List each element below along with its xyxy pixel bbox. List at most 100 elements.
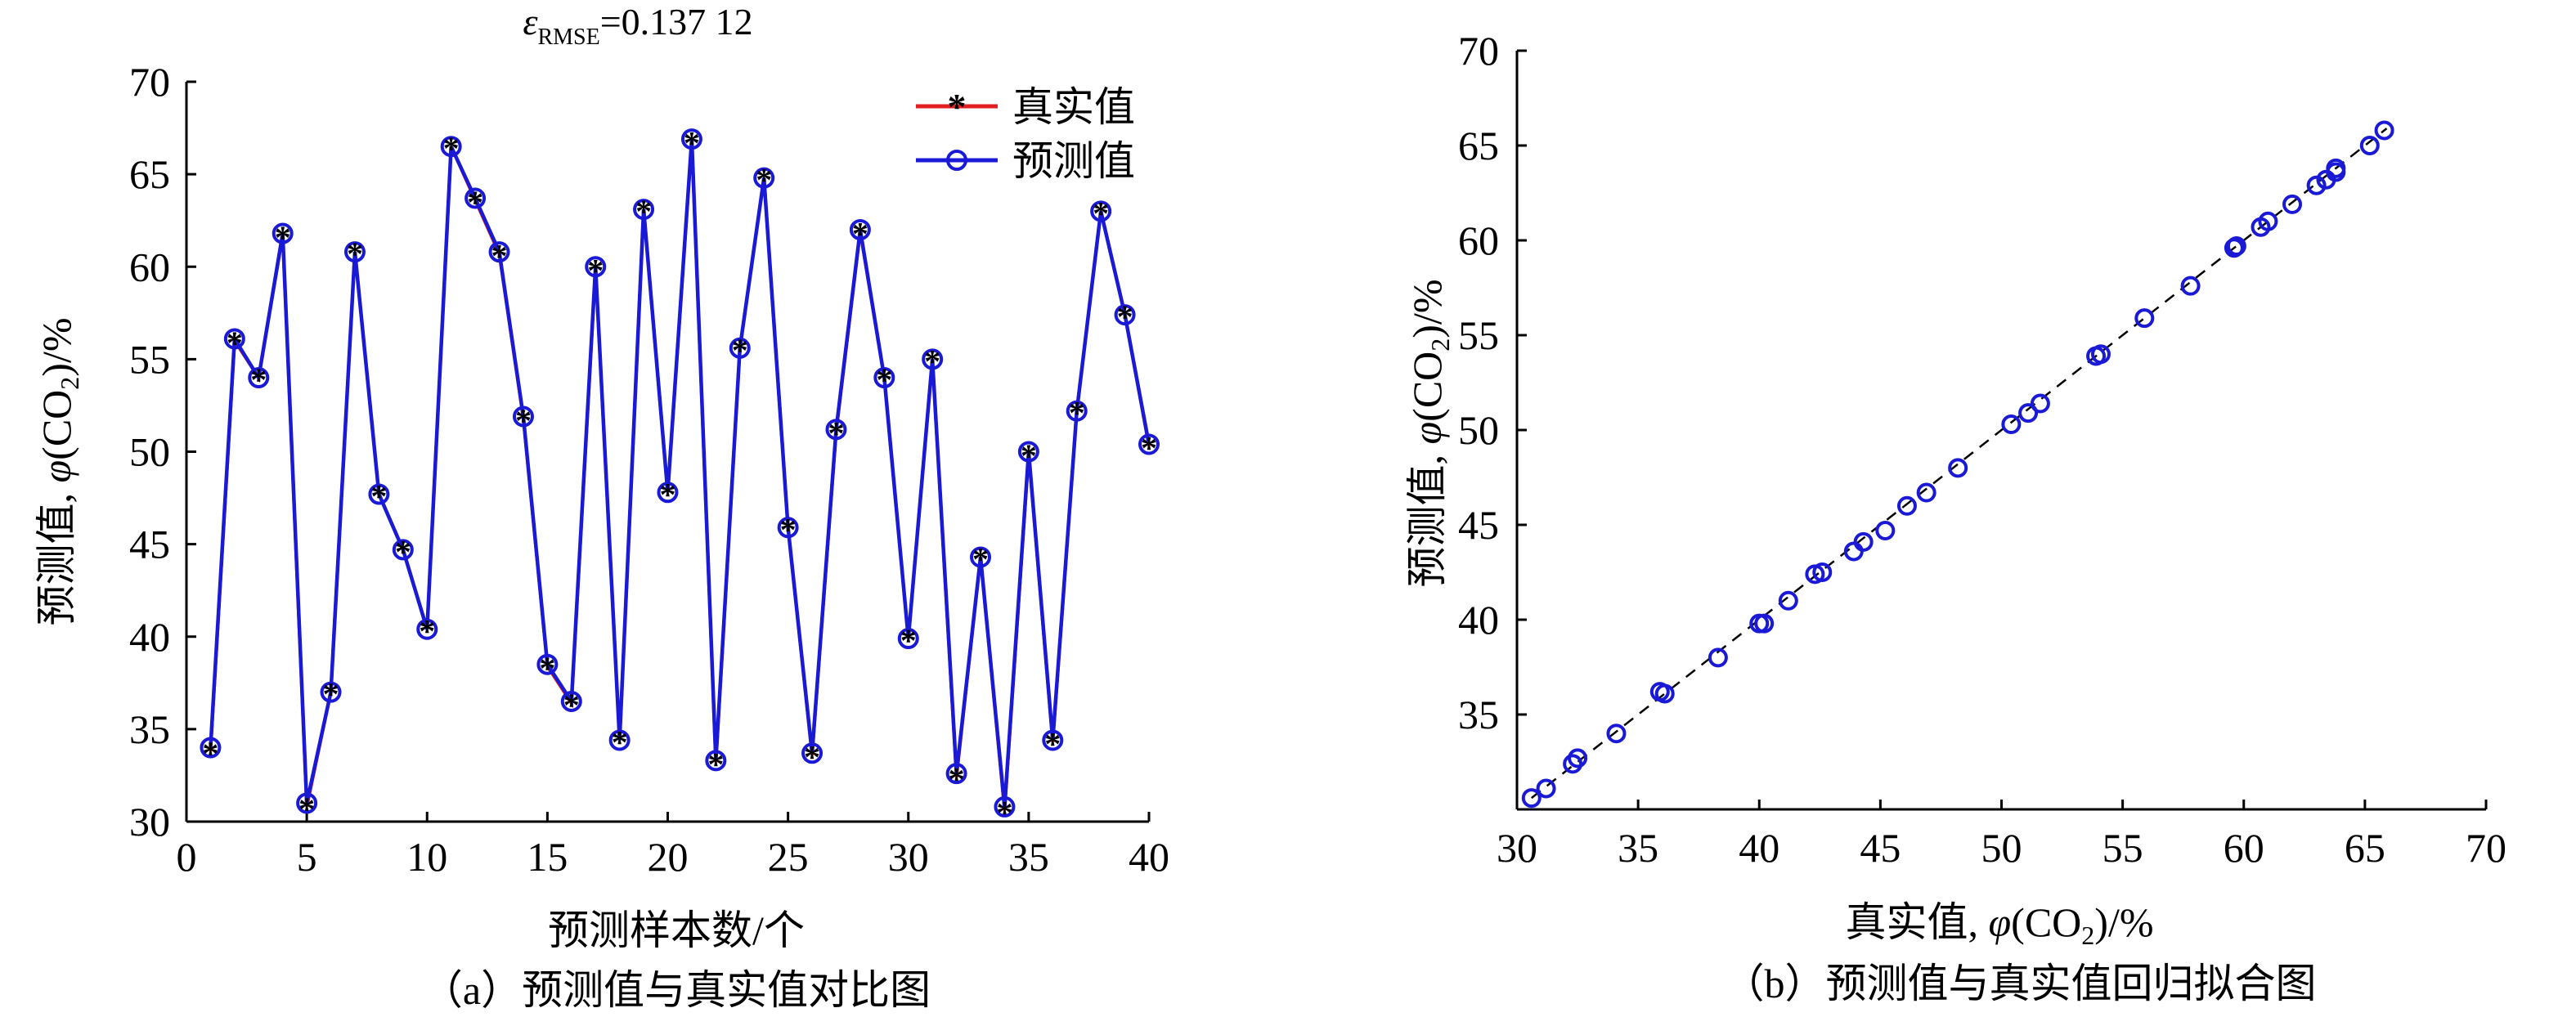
y-tick-label-b: 40: [1458, 597, 1499, 643]
x-tick-label-b: 35: [1618, 825, 1658, 871]
point-predicted: [849, 219, 871, 240]
point-predicted: [680, 128, 702, 150]
point-predicted: [200, 737, 222, 759]
scatter-point: [1536, 778, 1556, 799]
x-tick-label-a: 5: [297, 834, 317, 880]
point-predicted: [248, 367, 270, 388]
x-tick-label-a: 40: [1129, 834, 1169, 880]
point-predicted: [801, 742, 824, 764]
point-true: *: [563, 687, 580, 724]
x-tick-label-b: 70: [2466, 825, 2506, 871]
y-tick-label-a: 45: [129, 522, 170, 567]
x-tick-label-a: 15: [527, 834, 568, 880]
point-predicted: [970, 546, 992, 568]
scatter-point: [1875, 520, 1896, 540]
point-true: *: [515, 402, 532, 439]
scatter-point: [2001, 414, 2022, 435]
point-true: *: [202, 735, 218, 772]
point-predicted: [1114, 304, 1136, 326]
point-true: *: [707, 746, 724, 783]
rmse-annotation: εRMSE=0.137 12: [523, 1, 752, 50]
scatter-point: [2180, 276, 2201, 296]
y-tick-label-b: 35: [1458, 692, 1499, 737]
chart-b: 30 35 40 45 50 55 60 65 70 35 40 45 50 55 60 65 70 真实值,…: [1404, 28, 2506, 1006]
y-tick-label-a: 30: [129, 799, 170, 845]
point-true: *: [347, 235, 363, 272]
point-predicted: [873, 367, 895, 388]
point-predicted: [777, 517, 799, 539]
scatter-point: [1916, 482, 1936, 503]
point-true: *: [1021, 437, 1037, 474]
point-predicted: [1138, 433, 1160, 455]
x-ticks-b: 30 35 40 45 50 55 60 65 70: [1497, 800, 2506, 871]
point-true: *: [395, 533, 411, 570]
scatter-point: [1812, 562, 1833, 582]
point-true: *: [852, 215, 868, 252]
scatter-point: [1754, 613, 1775, 634]
y-tick-label-a: 35: [129, 706, 170, 752]
point-predicted: [1090, 200, 1112, 222]
x-tick-label-b: 50: [1981, 825, 2022, 871]
y-tick-label-b: 55: [1458, 312, 1499, 358]
point-predicted: [729, 337, 751, 359]
point-true: *: [1093, 195, 1109, 231]
point-predicted: [320, 681, 342, 703]
scatter-point: [1896, 495, 1917, 516]
point-predicted: [922, 348, 944, 370]
y-tick-label-b: 50: [1458, 407, 1499, 453]
y-tick-label-a: 40: [129, 614, 170, 660]
point-predicted: [440, 136, 462, 158]
legend-true-marker: *: [948, 86, 967, 128]
fit-line: [1531, 128, 2388, 800]
point-true: *: [756, 162, 772, 199]
point-predicted: [753, 167, 775, 189]
point-predicted: [1042, 729, 1064, 751]
scatter-point: [2090, 344, 2111, 365]
x-tick-label-b: 40: [1739, 825, 1779, 871]
scatter-point: [2258, 211, 2278, 231]
point-predicted: [994, 795, 1016, 818]
point-predicted: [512, 405, 534, 428]
x-tick-label-b: 55: [2103, 825, 2143, 871]
scatter-point: [2018, 403, 2039, 423]
x-tick-label-a: 20: [648, 834, 689, 880]
point-true: *: [443, 130, 460, 167]
y-tick-label-b: 65: [1458, 123, 1499, 168]
point-predicted: [488, 241, 510, 263]
point-true: *: [587, 253, 604, 289]
scatter-point: [2359, 136, 2380, 155]
scatter-point: [2134, 308, 2155, 329]
point-true: *: [275, 219, 291, 256]
y-tick-label-b: 70: [1458, 28, 1499, 74]
legend-pred-label: 预测值: [1012, 138, 1135, 184]
point-true: *: [370, 478, 387, 515]
point-true: *: [1117, 298, 1133, 335]
point-true: *: [250, 361, 267, 398]
point-true: *: [227, 325, 243, 361]
y-tick-label-b: 60: [1458, 217, 1499, 263]
point-predicted: [416, 618, 438, 640]
point-true: *: [972, 540, 989, 577]
point-true: *: [1044, 726, 1061, 763]
scatter-point: [2282, 194, 2302, 214]
point-predicted: [1066, 400, 1088, 422]
y-ticks-b: 35 40 45 50 55 60 65 70: [1458, 28, 1527, 737]
point-predicted: [608, 729, 631, 751]
series-line-predicted: [209, 138, 1151, 808]
point-predicted: [223, 328, 245, 350]
point-predicted: [585, 256, 607, 278]
point-true: *: [804, 739, 820, 776]
scatter-point: [1654, 683, 1675, 704]
caption-b: （b）预测值与真实值回归拟合图: [1724, 961, 2317, 1006]
fit-line-dashed: [1531, 128, 2388, 800]
point-predicted: [897, 628, 919, 650]
y-axis-title-b: 预测值, φ(CO2)/%: [1404, 280, 1455, 588]
scatter-point: [1853, 531, 1874, 552]
legend: * 真实值 预测值: [916, 84, 1135, 184]
scatter-point: [1948, 458, 1968, 478]
scatter-point: [2226, 235, 2246, 256]
x-tick-label-a: 0: [177, 834, 197, 880]
point-true: *: [323, 676, 339, 713]
x-tick-label-b: 60: [2224, 825, 2264, 871]
